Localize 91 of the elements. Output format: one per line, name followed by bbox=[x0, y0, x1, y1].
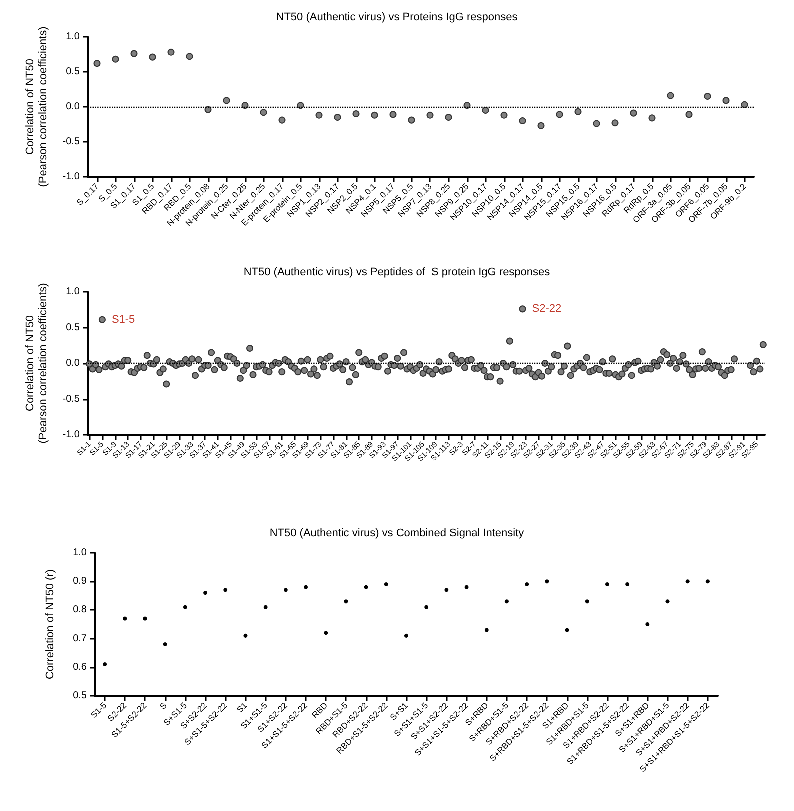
point bbox=[284, 588, 288, 592]
point bbox=[424, 605, 429, 610]
y-tick-label: -0.5 bbox=[62, 394, 80, 405]
y-tick-label: 0.5 bbox=[66, 322, 80, 334]
y-tick-label: 0.7 bbox=[73, 633, 88, 644]
point bbox=[704, 93, 712, 100]
point bbox=[706, 580, 710, 584]
point bbox=[545, 580, 550, 584]
point bbox=[482, 107, 490, 114]
y-tick-label: -0.5 bbox=[62, 136, 80, 148]
point bbox=[525, 582, 530, 586]
point bbox=[444, 588, 449, 592]
point bbox=[612, 120, 619, 127]
point bbox=[364, 585, 368, 590]
point bbox=[112, 56, 120, 63]
point bbox=[686, 580, 690, 584]
point bbox=[646, 622, 650, 626]
point bbox=[168, 48, 175, 56]
point bbox=[722, 97, 730, 104]
y-tick-label: 0.5 bbox=[66, 66, 80, 78]
y-tick-label: 1.0 bbox=[66, 32, 80, 42]
point bbox=[667, 92, 674, 100]
point bbox=[404, 634, 408, 638]
point bbox=[585, 600, 590, 604]
point bbox=[123, 616, 128, 621]
point bbox=[103, 662, 108, 667]
y-tick-label: 0.9 bbox=[73, 576, 88, 588]
data-label: S1-5 bbox=[112, 314, 136, 326]
point bbox=[334, 114, 342, 121]
point bbox=[464, 585, 469, 590]
point bbox=[304, 585, 308, 590]
chart-title: NT50 (Authentic virus) vs Proteins IgG responses bbox=[276, 12, 518, 24]
point bbox=[316, 112, 323, 119]
y-axis-title: Correlation of NT50 (Pearson correlation coefficients) bbox=[24, 283, 50, 444]
point bbox=[371, 112, 378, 119]
y-tick-label: -1.0 bbox=[62, 430, 80, 440]
point bbox=[224, 588, 228, 592]
y-tick-label: 1.0 bbox=[66, 286, 80, 298]
y-tick-label: 0.8 bbox=[73, 604, 88, 616]
y-tick-label: 0.6 bbox=[73, 662, 88, 673]
x-tick-label: S bbox=[158, 700, 170, 712]
point bbox=[223, 97, 230, 104]
point bbox=[264, 605, 268, 610]
point bbox=[666, 600, 670, 604]
point bbox=[408, 116, 416, 124]
y-tick-label: 0.0 bbox=[66, 102, 80, 112]
point bbox=[344, 600, 348, 604]
y-tick-label: 0.5 bbox=[73, 690, 88, 702]
point bbox=[130, 50, 138, 58]
y-axis-title: Correlation of NT50 (Pearson correlation coefficients) bbox=[24, 26, 50, 188]
point bbox=[445, 114, 452, 121]
point bbox=[204, 106, 212, 114]
point bbox=[648, 114, 656, 122]
point bbox=[204, 591, 208, 596]
chart-title: NT50 (Authentic virus) vs Peptides of S protein IgG responses bbox=[244, 266, 551, 278]
point bbox=[149, 54, 156, 61]
point bbox=[484, 628, 489, 632]
point bbox=[556, 111, 564, 118]
point bbox=[500, 112, 508, 119]
y-tick-label: -1.0 bbox=[62, 172, 80, 182]
point bbox=[278, 116, 286, 124]
point bbox=[605, 582, 610, 586]
point bbox=[163, 642, 168, 647]
point bbox=[324, 631, 328, 636]
point bbox=[630, 110, 638, 117]
point bbox=[352, 110, 360, 118]
point bbox=[426, 112, 434, 119]
y-tick-label: 0.0 bbox=[66, 358, 80, 369]
point bbox=[519, 118, 526, 124]
point bbox=[242, 102, 249, 110]
point bbox=[574, 108, 582, 116]
point bbox=[538, 122, 545, 130]
point bbox=[94, 60, 101, 68]
point bbox=[390, 111, 397, 118]
point bbox=[565, 628, 570, 632]
y-tick-label: 1.0 bbox=[73, 548, 88, 558]
point bbox=[143, 616, 148, 621]
point bbox=[464, 102, 471, 110]
point bbox=[244, 634, 248, 638]
point bbox=[186, 53, 194, 60]
y-axis-title: Correlation of NT50 (r) bbox=[44, 569, 56, 680]
point bbox=[183, 605, 188, 610]
chart-title: NT50 (Authentic virus) vs Combined Signal Intensity bbox=[270, 528, 525, 540]
point bbox=[384, 582, 388, 586]
point bbox=[686, 111, 693, 118]
point bbox=[593, 120, 600, 128]
point bbox=[260, 109, 268, 116]
point bbox=[504, 600, 509, 604]
point bbox=[741, 101, 748, 108]
point bbox=[626, 582, 630, 586]
data-label: S2-22 bbox=[532, 303, 562, 316]
